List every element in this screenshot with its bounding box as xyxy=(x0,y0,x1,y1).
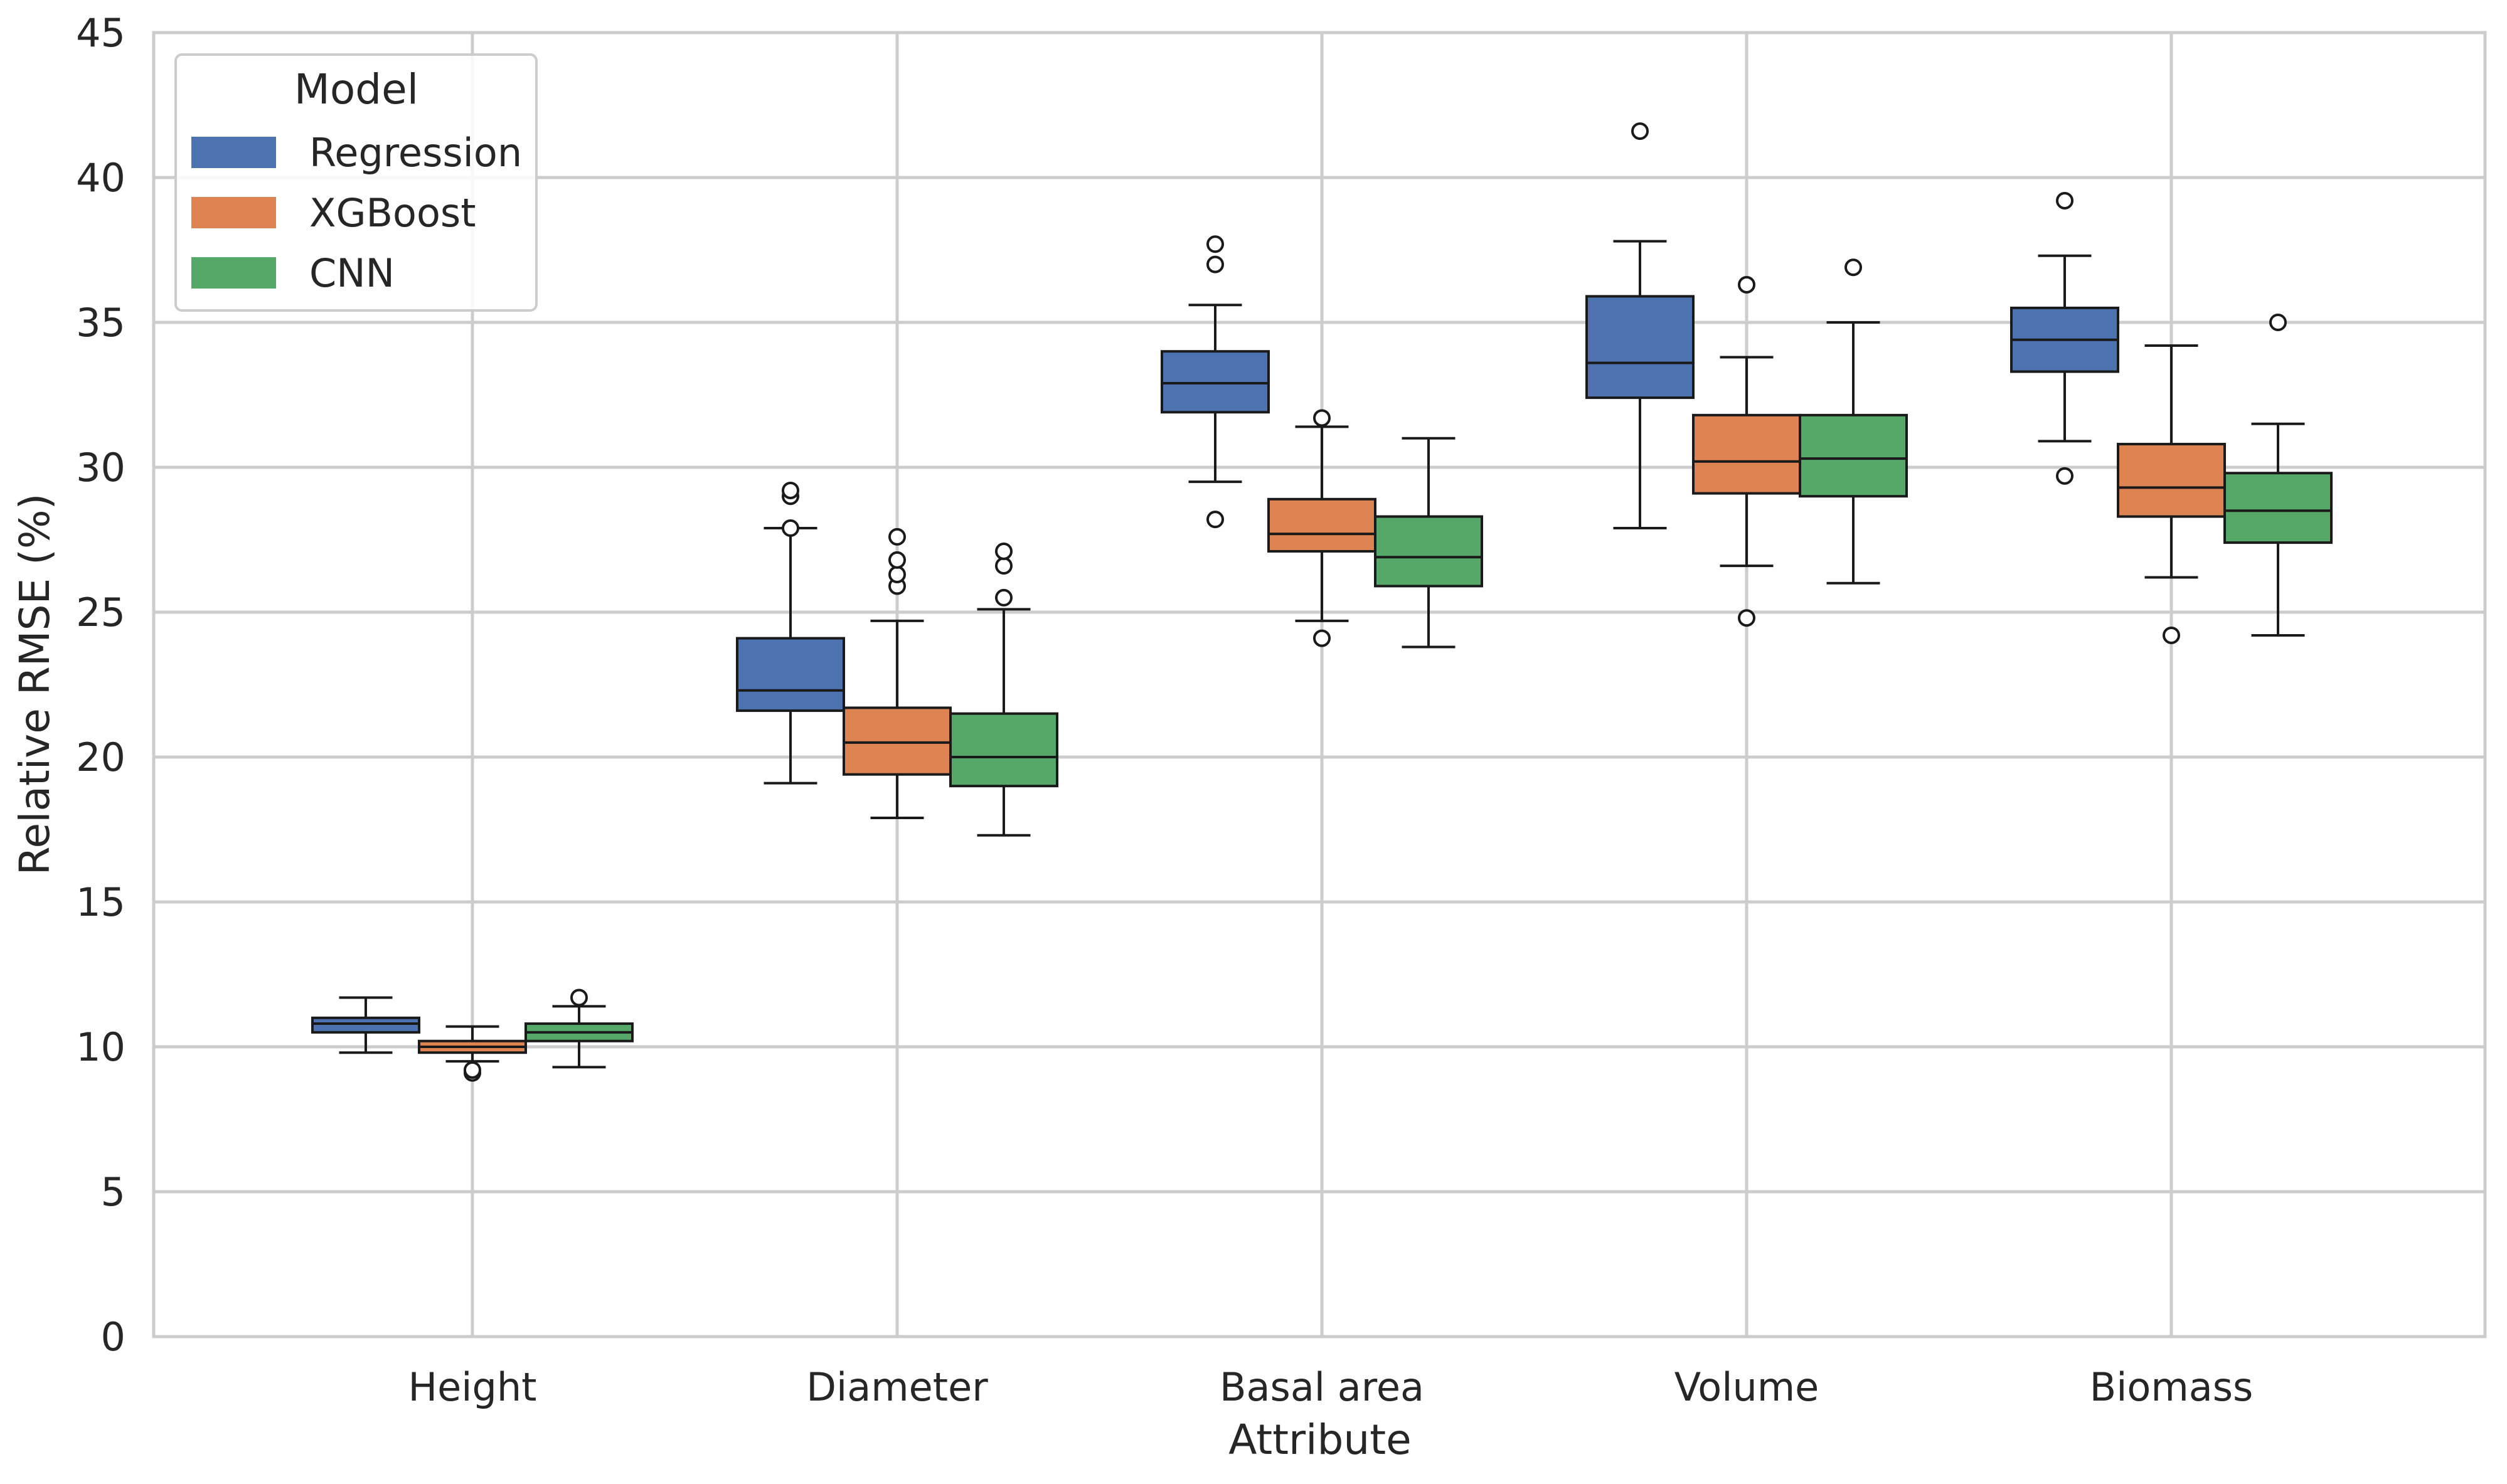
outlier-point xyxy=(2056,467,2073,485)
outlier-point xyxy=(888,527,906,546)
box-cnn xyxy=(1799,258,1908,585)
iqr-box xyxy=(1585,295,1695,400)
x-axis-label: Attribute xyxy=(1228,1416,1411,1464)
box-xgboost xyxy=(2117,344,2226,644)
box-regression xyxy=(1161,235,1270,529)
legend-title: Model xyxy=(294,65,418,114)
outlier-point xyxy=(782,481,799,499)
iqr-box xyxy=(843,706,952,776)
outlier-point xyxy=(1313,409,1331,427)
outlier-point xyxy=(1206,255,1224,273)
x-tick-label: Volume xyxy=(1674,1364,1819,1410)
outlier-point xyxy=(995,557,1013,575)
iqr-box xyxy=(1374,515,1483,588)
box-regression xyxy=(2010,191,2119,485)
box-cnn xyxy=(949,542,1058,837)
outlier-point xyxy=(995,588,1013,607)
y-tick-label: 40 xyxy=(76,155,125,201)
y-axis: 0 5 10 15 20 25 30 35 40 45 xyxy=(76,10,125,1360)
x-tick-label: Basal area xyxy=(1220,1364,1424,1410)
box-xgboost xyxy=(418,1025,527,1082)
outlier-point xyxy=(1844,258,1862,277)
x-axis: Height Diameter Basal area Volume Biomass xyxy=(408,1364,2254,1410)
x-tick-label: Height xyxy=(408,1364,537,1410)
legend-swatch-regression xyxy=(191,137,276,168)
y-tick-label: 15 xyxy=(76,879,125,925)
box-regression xyxy=(311,996,420,1054)
series-regression xyxy=(311,122,2119,1054)
y-tick-label: 5 xyxy=(101,1169,125,1215)
legend-label-xgboost: XGBoost xyxy=(309,190,476,236)
y-tick-label: 35 xyxy=(76,300,125,346)
iqr-box xyxy=(1267,497,1376,553)
box-cnn xyxy=(1374,437,1483,649)
outlier-point xyxy=(888,565,906,583)
legend-label-regression: Regression xyxy=(309,130,522,176)
outlier-point xyxy=(888,551,906,569)
outlier-point xyxy=(1631,122,1649,140)
series-cnn xyxy=(524,258,2333,1069)
y-tick-label: 25 xyxy=(76,590,125,635)
outlier-point xyxy=(1313,629,1331,647)
box-cnn xyxy=(524,988,634,1069)
legend-swatch-cnn xyxy=(191,257,276,289)
outlier-point xyxy=(2269,314,2287,331)
iqr-box xyxy=(2223,472,2333,544)
outlier-point xyxy=(1206,235,1224,253)
y-tick-label: 20 xyxy=(76,734,125,780)
y-tick-label: 30 xyxy=(76,445,125,490)
box-layer xyxy=(311,122,2333,1082)
outlier-point xyxy=(2163,626,2180,644)
plot-frame xyxy=(152,31,2487,1338)
outlier-point xyxy=(1738,609,1755,627)
legend-frame xyxy=(174,53,538,312)
box-regression xyxy=(1585,122,1695,530)
legend-swatch-xgboost xyxy=(191,197,276,228)
outlier-point xyxy=(1206,511,1224,529)
legend-label-cnn: CNN xyxy=(309,250,395,296)
outlier-point xyxy=(570,988,588,1007)
y-axis-label: Relative RMSE (%) xyxy=(11,494,59,876)
iqr-box xyxy=(2117,443,2226,518)
outlier-point xyxy=(782,519,799,538)
y-tick-label: 10 xyxy=(76,1024,125,1070)
iqr-box xyxy=(311,1016,420,1034)
iqr-box xyxy=(736,637,845,713)
y-tick-label: 0 xyxy=(101,1314,125,1360)
legend-items: Regression XGBoost CNN xyxy=(191,130,522,296)
y-tick-label: 45 xyxy=(76,10,125,56)
iqr-box xyxy=(1161,350,1270,414)
x-tick-label: Biomass xyxy=(2090,1364,2254,1410)
x-tick-label: Diameter xyxy=(806,1364,988,1410)
box-xgboost xyxy=(843,527,952,820)
outlier-point xyxy=(995,542,1013,560)
box-regression xyxy=(736,481,845,785)
box-cnn xyxy=(2223,314,2333,637)
box-xgboost xyxy=(1267,409,1376,647)
iqr-box xyxy=(949,712,1058,788)
legend: Model Regression XGBoost CNN xyxy=(174,53,538,312)
outlier-point xyxy=(2056,191,2073,209)
iqr-box xyxy=(1692,413,1801,495)
outlier-point xyxy=(1738,275,1755,294)
iqr-box xyxy=(1799,413,1908,498)
outlier-point xyxy=(464,1061,481,1079)
